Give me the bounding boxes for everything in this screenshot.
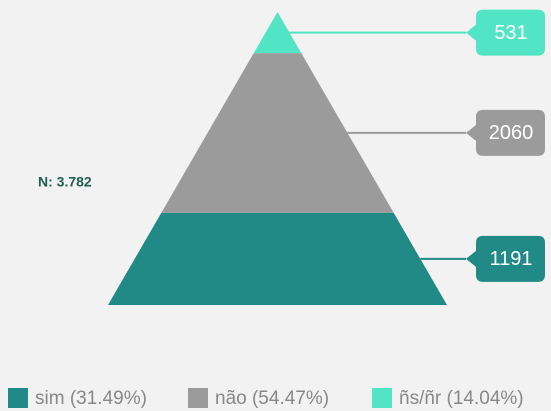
pyramid-segment <box>253 12 302 54</box>
label-box <box>466 109 545 156</box>
label-box <box>466 9 545 56</box>
pyramid-segment <box>108 212 447 305</box>
legend-swatch <box>188 388 208 408</box>
total-annotation: N: 3.782 <box>38 174 92 190</box>
legend-label: não (54.47%) <box>215 388 329 409</box>
legend-label: sim (31.49%) <box>35 388 147 409</box>
legend-swatch <box>372 388 392 408</box>
pyramid-segment <box>161 53 394 213</box>
value-label: 1191 <box>489 248 532 270</box>
value-label: 2060 <box>489 122 534 144</box>
label-box <box>466 235 545 282</box>
legend-swatch <box>8 388 28 408</box>
legend-label: ñs/ñr (14.04%) <box>399 388 524 409</box>
value-label: 531 <box>494 22 527 44</box>
